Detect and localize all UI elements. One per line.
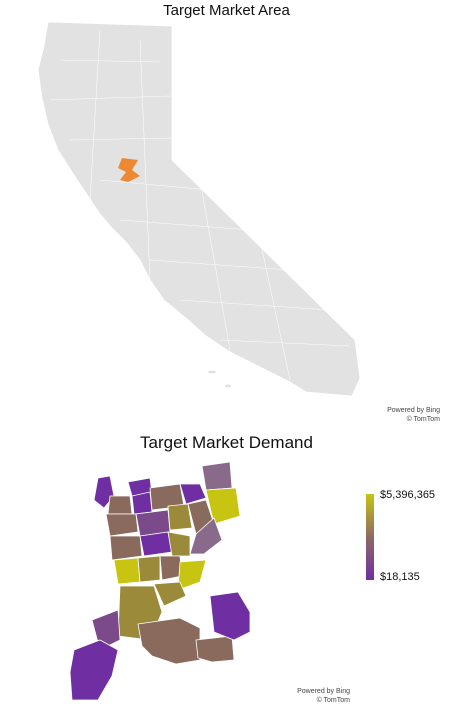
attribution-demand: Powered by Bing © TomTom: [280, 687, 350, 705]
attribution-area: Powered by Bing © TomTom: [360, 406, 440, 424]
legend-max-label: $5,396,365: [380, 489, 436, 501]
demand-regions: [69, 461, 251, 701]
attribution-line: © TomTom: [316, 697, 350, 704]
island: [208, 370, 216, 374]
california-shape: [37, 21, 361, 397]
island: [225, 384, 231, 388]
attribution-line: Powered by Bing: [297, 688, 350, 695]
legend-min-label: $18,135: [380, 571, 420, 583]
attribution-line: Powered by Bing: [387, 407, 440, 414]
legend-gradient: [366, 494, 374, 580]
attribution-line: © TomTom: [406, 416, 440, 423]
california-boundaries: [49, 29, 351, 381]
map-title-area: Target Market Area: [163, 2, 290, 19]
map-title-demand: Target Market Demand: [140, 433, 313, 452]
target-area-highlight: [118, 158, 140, 182]
